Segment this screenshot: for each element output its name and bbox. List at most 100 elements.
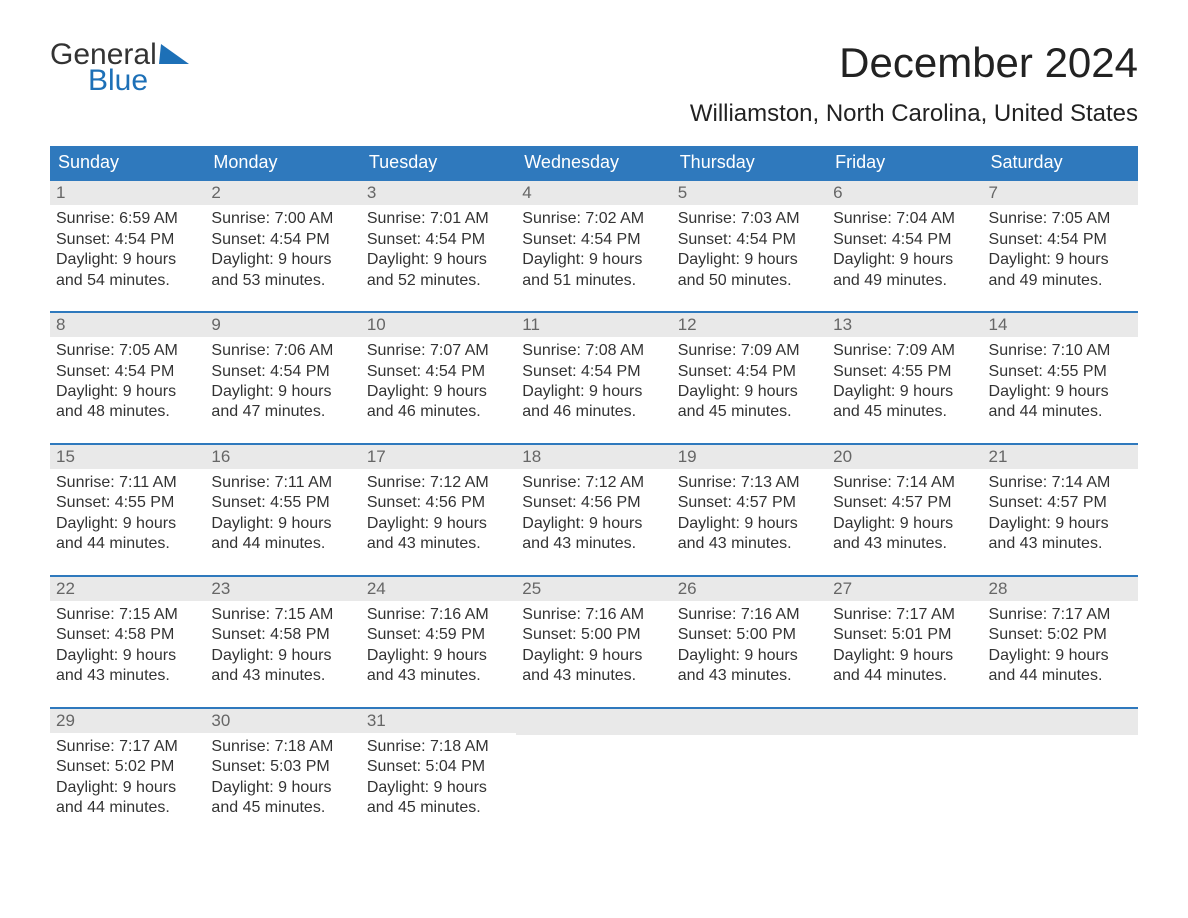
sunset-line: Sunset: 5:00 PM [678, 625, 821, 645]
day-number: 14 [983, 313, 1138, 337]
day-number: 15 [50, 445, 205, 469]
day-number: 2 [205, 181, 360, 205]
day-body: Sunrise: 7:16 AMSunset: 5:00 PMDaylight:… [672, 601, 827, 691]
day-body: Sunrise: 7:10 AMSunset: 4:55 PMDaylight:… [983, 337, 1138, 427]
day-body: Sunrise: 7:14 AMSunset: 4:57 PMDaylight:… [827, 469, 982, 559]
sunrise-line: Sunrise: 7:14 AM [989, 473, 1132, 493]
day-body: Sunrise: 7:02 AMSunset: 4:54 PMDaylight:… [516, 205, 671, 295]
daylight-line-1: Daylight: 9 hours [56, 382, 199, 402]
day-number: 11 [516, 313, 671, 337]
sunset-line: Sunset: 4:54 PM [522, 362, 665, 382]
sunrise-line: Sunrise: 7:18 AM [367, 737, 510, 757]
day-cell: 6Sunrise: 7:04 AMSunset: 4:54 PMDaylight… [827, 181, 982, 295]
daylight-line-2: and 52 minutes. [367, 271, 510, 291]
daylight-line-1: Daylight: 9 hours [678, 646, 821, 666]
sunset-line: Sunset: 4:57 PM [989, 493, 1132, 513]
day-body: Sunrise: 7:08 AMSunset: 4:54 PMDaylight:… [516, 337, 671, 427]
day-number: 28 [983, 577, 1138, 601]
day-number: 22 [50, 577, 205, 601]
day-number: 17 [361, 445, 516, 469]
day-number: 19 [672, 445, 827, 469]
daylight-line-1: Daylight: 9 hours [211, 382, 354, 402]
day-body: Sunrise: 6:59 AMSunset: 4:54 PMDaylight:… [50, 205, 205, 295]
day-of-week-cell: Tuesday [361, 146, 516, 179]
sunrise-line: Sunrise: 7:17 AM [989, 605, 1132, 625]
day-number: 9 [205, 313, 360, 337]
day-cell: 12Sunrise: 7:09 AMSunset: 4:54 PMDayligh… [672, 313, 827, 427]
daylight-line-2: and 43 minutes. [678, 534, 821, 554]
day-number: 23 [205, 577, 360, 601]
daylight-line-1: Daylight: 9 hours [522, 382, 665, 402]
day-number: 16 [205, 445, 360, 469]
page: General Blue December 2024 Williamston, … [0, 0, 1188, 863]
day-cell: 13Sunrise: 7:09 AMSunset: 4:55 PMDayligh… [827, 313, 982, 427]
day-of-week-cell: Friday [827, 146, 982, 179]
sunrise-line: Sunrise: 7:12 AM [522, 473, 665, 493]
sunrise-line: Sunrise: 7:09 AM [833, 341, 976, 361]
day-cell: 21Sunrise: 7:14 AMSunset: 4:57 PMDayligh… [983, 445, 1138, 559]
day-cell: 19Sunrise: 7:13 AMSunset: 4:57 PMDayligh… [672, 445, 827, 559]
daylight-line-1: Daylight: 9 hours [678, 250, 821, 270]
daylight-line-2: and 53 minutes. [211, 271, 354, 291]
daylight-line-2: and 44 minutes. [833, 666, 976, 686]
sunset-line: Sunset: 5:00 PM [522, 625, 665, 645]
daylight-line-1: Daylight: 9 hours [989, 250, 1132, 270]
day-cell: 16Sunrise: 7:11 AMSunset: 4:55 PMDayligh… [205, 445, 360, 559]
day-body: Sunrise: 7:05 AMSunset: 4:54 PMDaylight:… [50, 337, 205, 427]
sunrise-line: Sunrise: 7:07 AM [367, 341, 510, 361]
daylight-line-2: and 43 minutes. [833, 534, 976, 554]
daylight-line-1: Daylight: 9 hours [678, 514, 821, 534]
sunset-line: Sunset: 4:58 PM [56, 625, 199, 645]
sunset-line: Sunset: 5:02 PM [989, 625, 1132, 645]
daylight-line-2: and 54 minutes. [56, 271, 199, 291]
day-body: Sunrise: 7:14 AMSunset: 4:57 PMDaylight:… [983, 469, 1138, 559]
day-body: Sunrise: 7:11 AMSunset: 4:55 PMDaylight:… [205, 469, 360, 559]
daylight-line-2: and 45 minutes. [211, 798, 354, 818]
day-cell: 20Sunrise: 7:14 AMSunset: 4:57 PMDayligh… [827, 445, 982, 559]
sunrise-line: Sunrise: 7:16 AM [678, 605, 821, 625]
daylight-line-2: and 50 minutes. [678, 271, 821, 291]
day-number: 4 [516, 181, 671, 205]
empty-day-cell [983, 709, 1138, 823]
daylight-line-1: Daylight: 9 hours [522, 514, 665, 534]
daylight-line-2: and 49 minutes. [833, 271, 976, 291]
week-row: 22Sunrise: 7:15 AMSunset: 4:58 PMDayligh… [50, 575, 1138, 691]
day-number: 20 [827, 445, 982, 469]
sunrise-line: Sunrise: 7:17 AM [56, 737, 199, 757]
header: General Blue December 2024 Williamston, … [50, 40, 1138, 128]
day-number: 12 [672, 313, 827, 337]
sunset-line: Sunset: 4:54 PM [989, 230, 1132, 250]
sunrise-line: Sunrise: 7:03 AM [678, 209, 821, 229]
daylight-line-2: and 43 minutes. [367, 666, 510, 686]
sunset-line: Sunset: 4:54 PM [833, 230, 976, 250]
day-cell: 24Sunrise: 7:16 AMSunset: 4:59 PMDayligh… [361, 577, 516, 691]
daylight-line-2: and 43 minutes. [367, 534, 510, 554]
sunrise-line: Sunrise: 7:01 AM [367, 209, 510, 229]
sunrise-line: Sunrise: 7:10 AM [989, 341, 1132, 361]
day-number: 3 [361, 181, 516, 205]
week-row: 29Sunrise: 7:17 AMSunset: 5:02 PMDayligh… [50, 707, 1138, 823]
sunset-line: Sunset: 5:04 PM [367, 757, 510, 777]
day-cell: 3Sunrise: 7:01 AMSunset: 4:54 PMDaylight… [361, 181, 516, 295]
sunset-line: Sunset: 4:55 PM [211, 493, 354, 513]
daylight-line-2: and 45 minutes. [833, 402, 976, 422]
title-block: December 2024 Williamston, North Carolin… [690, 40, 1138, 128]
empty-day-cell [672, 709, 827, 823]
day-body: Sunrise: 7:09 AMSunset: 4:54 PMDaylight:… [672, 337, 827, 427]
sunset-line: Sunset: 4:56 PM [522, 493, 665, 513]
day-cell: 7Sunrise: 7:05 AMSunset: 4:54 PMDaylight… [983, 181, 1138, 295]
day-cell: 14Sunrise: 7:10 AMSunset: 4:55 PMDayligh… [983, 313, 1138, 427]
day-of-week-header: SundayMondayTuesdayWednesdayThursdayFrid… [50, 146, 1138, 179]
day-number: 8 [50, 313, 205, 337]
sunset-line: Sunset: 5:02 PM [56, 757, 199, 777]
sunset-line: Sunset: 4:54 PM [211, 230, 354, 250]
day-number: 10 [361, 313, 516, 337]
daylight-line-1: Daylight: 9 hours [989, 382, 1132, 402]
day-cell: 22Sunrise: 7:15 AMSunset: 4:58 PMDayligh… [50, 577, 205, 691]
sunrise-line: Sunrise: 7:16 AM [522, 605, 665, 625]
sunset-line: Sunset: 4:54 PM [56, 362, 199, 382]
day-number: 29 [50, 709, 205, 733]
sunset-line: Sunset: 4:55 PM [833, 362, 976, 382]
daylight-line-2: and 47 minutes. [211, 402, 354, 422]
day-body: Sunrise: 7:05 AMSunset: 4:54 PMDaylight:… [983, 205, 1138, 295]
